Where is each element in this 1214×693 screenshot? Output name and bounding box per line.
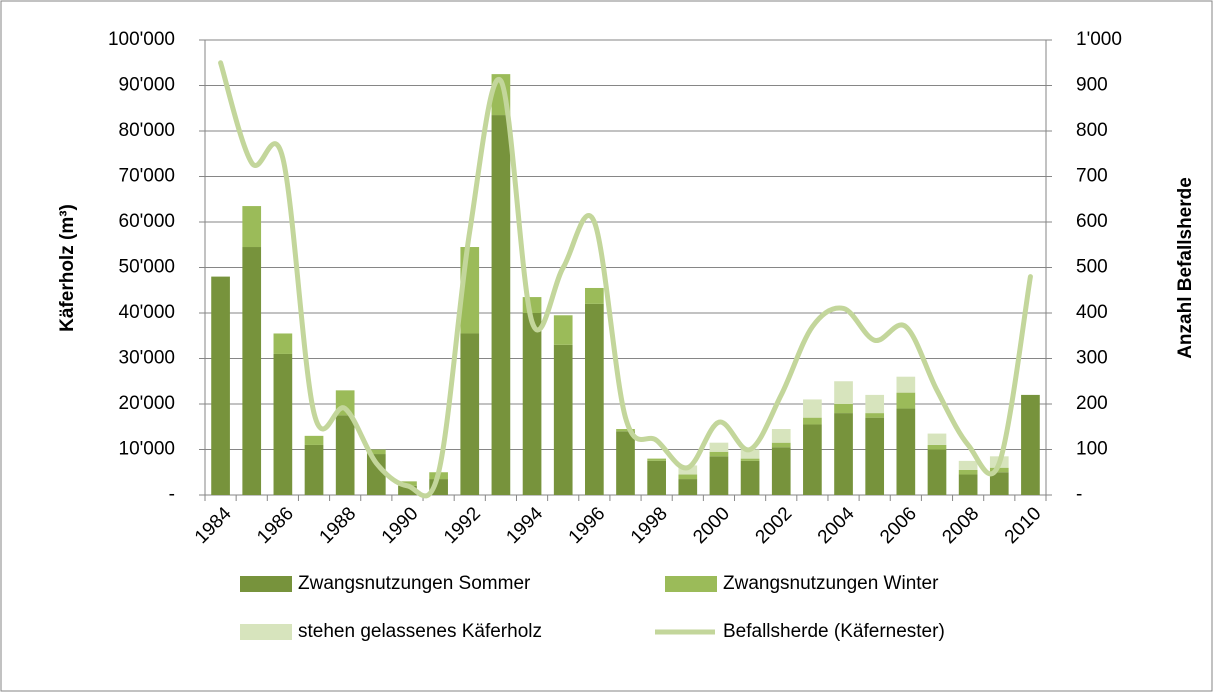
bar bbox=[834, 381, 853, 404]
legend-swatch bbox=[240, 576, 292, 592]
y-tick-label: 70'000 bbox=[119, 166, 175, 187]
bar bbox=[740, 460, 760, 495]
bar bbox=[771, 429, 791, 443]
bar bbox=[678, 474, 698, 480]
bar bbox=[771, 442, 791, 448]
bar bbox=[834, 413, 853, 495]
y-tick-label: - bbox=[169, 484, 175, 505]
y2-tick-label: 100 bbox=[1076, 439, 1108, 460]
bar bbox=[989, 467, 1009, 473]
y2-tick-label: 200 bbox=[1076, 393, 1108, 414]
bar bbox=[709, 456, 729, 495]
bar bbox=[460, 333, 480, 495]
y-tick-label: 50'000 bbox=[119, 257, 175, 278]
bar bbox=[740, 449, 760, 459]
y2-tick-label: 700 bbox=[1076, 166, 1108, 187]
y2-axis-title: Anzahl Befallsherde bbox=[1175, 177, 1196, 359]
bar bbox=[927, 444, 947, 450]
bar bbox=[896, 408, 916, 495]
bar bbox=[896, 392, 916, 409]
bar bbox=[366, 454, 386, 495]
bar bbox=[242, 247, 262, 495]
bar bbox=[304, 444, 324, 495]
bar bbox=[896, 376, 916, 393]
bar bbox=[927, 433, 947, 445]
bar bbox=[865, 394, 885, 414]
bar bbox=[927, 449, 947, 495]
bar bbox=[647, 460, 666, 495]
bar bbox=[1021, 394, 1040, 495]
bar bbox=[366, 449, 386, 455]
bar bbox=[522, 313, 542, 495]
bar bbox=[398, 485, 417, 495]
y2-tick-label: 800 bbox=[1076, 120, 1108, 141]
bar bbox=[335, 415, 355, 495]
bar bbox=[304, 435, 324, 445]
y-tick-label: 10'000 bbox=[119, 439, 175, 460]
y-tick-label: 60'000 bbox=[119, 211, 175, 232]
bar bbox=[273, 333, 293, 354]
legend-swatch bbox=[665, 576, 717, 592]
bar bbox=[616, 431, 635, 495]
bar bbox=[585, 287, 604, 304]
y2-tick-label: 300 bbox=[1076, 348, 1108, 369]
bar bbox=[803, 399, 822, 418]
line bbox=[218, 60, 1033, 499]
legend-swatch bbox=[240, 624, 292, 640]
bar bbox=[585, 303, 604, 495]
bar bbox=[647, 458, 666, 461]
bar bbox=[803, 424, 822, 495]
bar bbox=[803, 417, 822, 425]
bar bbox=[709, 451, 729, 457]
bar bbox=[989, 472, 1009, 495]
bar bbox=[491, 115, 511, 495]
y-tick-label: 100'000 bbox=[108, 29, 175, 50]
y2-tick-label: 900 bbox=[1076, 75, 1108, 96]
y2-tick-label: 500 bbox=[1076, 257, 1108, 278]
legend-label: Zwangsnutzungen Sommer bbox=[298, 573, 531, 594]
y2-tick-label: - bbox=[1076, 484, 1082, 505]
y2-tick-label: 600 bbox=[1076, 211, 1108, 232]
bar bbox=[616, 429, 635, 432]
y-tick-label: 80'000 bbox=[119, 120, 175, 141]
bar bbox=[771, 447, 791, 495]
legend-label: stehen gelassenes Käferholz bbox=[298, 621, 542, 642]
legend-label: Befallsherde (Käfernester) bbox=[723, 621, 945, 642]
bar bbox=[709, 442, 729, 452]
bar bbox=[865, 413, 885, 418]
bar bbox=[958, 474, 978, 495]
bar bbox=[273, 353, 293, 495]
bar bbox=[834, 404, 853, 414]
bar bbox=[553, 344, 573, 495]
y-tick-label: 40'000 bbox=[119, 302, 175, 323]
bar bbox=[678, 479, 698, 495]
bar bbox=[865, 417, 885, 495]
y-tick-label: 30'000 bbox=[119, 348, 175, 369]
y-tick-label: 20'000 bbox=[119, 393, 175, 414]
legend-label: Zwangsnutzungen Winter bbox=[723, 573, 939, 594]
y2-tick-label: 1'000 bbox=[1076, 29, 1122, 50]
bar bbox=[242, 206, 262, 248]
bar bbox=[211, 276, 230, 495]
y2-tick-label: 400 bbox=[1076, 302, 1108, 323]
bar bbox=[958, 460, 978, 470]
y-axis-title: Käferholz (m³) bbox=[57, 204, 78, 332]
bar bbox=[553, 315, 573, 345]
bar bbox=[958, 469, 978, 475]
y-tick-label: 90'000 bbox=[119, 75, 175, 96]
bar bbox=[740, 458, 760, 461]
